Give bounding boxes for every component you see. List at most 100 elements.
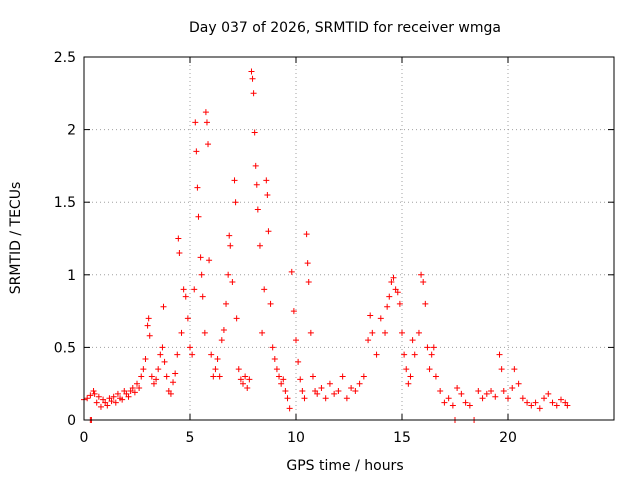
y-tick-label: 1.5 [54, 195, 76, 211]
data-point [84, 395, 91, 402]
x-tick-label: 15 [393, 430, 411, 446]
y-tick-label: 1 [67, 268, 76, 284]
plot-frame [83, 56, 615, 421]
data-point [226, 232, 233, 239]
data-point [252, 162, 259, 169]
x-axis-label: GPS time / hours [286, 458, 403, 474]
data-point [153, 376, 160, 383]
data-point [229, 279, 236, 286]
grid-lines [83, 56, 614, 421]
data-point [114, 390, 121, 397]
data-point [411, 351, 418, 358]
data-point [322, 395, 329, 402]
data-point [305, 279, 312, 286]
data-point [418, 271, 425, 278]
data-point [483, 390, 490, 397]
data-point [155, 366, 162, 373]
data-point [399, 329, 405, 336]
data-point [167, 390, 174, 397]
data-point [549, 399, 556, 406]
data-point [276, 373, 283, 380]
x-tick-label: 5 [186, 430, 195, 446]
data-point [136, 385, 143, 392]
data-point [194, 184, 201, 191]
data-point [216, 373, 223, 380]
data-point [511, 366, 518, 373]
data-point [269, 344, 276, 351]
data-point [249, 75, 256, 82]
data-point [532, 399, 539, 406]
data-point [293, 337, 299, 344]
data-point [198, 271, 205, 278]
data-point [159, 344, 166, 351]
data-point [441, 399, 448, 406]
data-point [335, 387, 342, 394]
data-point [390, 274, 397, 281]
data-point [273, 366, 280, 373]
data-point [373, 351, 380, 358]
data-point [110, 393, 117, 400]
data-point [267, 300, 274, 307]
data-point [189, 351, 196, 358]
data-point [430, 344, 437, 351]
data-point [536, 405, 543, 412]
data-point [146, 332, 153, 339]
data-point [339, 373, 346, 380]
data-point [388, 279, 395, 286]
data-point [367, 312, 374, 319]
data-point [498, 366, 505, 373]
data-point [203, 119, 210, 126]
data-points [81, 68, 571, 423]
data-point [284, 395, 291, 402]
data-point [382, 329, 389, 336]
data-point [95, 393, 102, 400]
data-point [420, 279, 427, 286]
data-point [195, 213, 202, 220]
data-point [401, 351, 408, 358]
data-point [352, 387, 359, 394]
data-point [295, 358, 302, 365]
data-point [244, 385, 251, 392]
data-point [180, 286, 187, 293]
data-point [237, 376, 244, 383]
data-point [286, 405, 293, 412]
data-point [348, 385, 355, 392]
data-point [220, 326, 227, 333]
data-point [148, 373, 155, 380]
data-point [193, 148, 200, 155]
data-point [280, 376, 287, 383]
data-point [214, 356, 221, 363]
x-tick-label: 10 [287, 430, 305, 446]
data-point [144, 322, 151, 329]
data-point [297, 376, 304, 383]
data-point [206, 257, 213, 264]
data-point [175, 235, 182, 242]
data-point [242, 373, 249, 380]
data-point [93, 399, 100, 406]
data-point [509, 385, 516, 392]
data-point [161, 358, 168, 365]
data-point [87, 392, 94, 399]
data-point [256, 242, 263, 249]
data-point [403, 366, 410, 373]
data-point [428, 351, 435, 358]
data-point [97, 403, 104, 410]
data-point [528, 402, 535, 409]
data-point [187, 344, 193, 351]
data-point [303, 231, 310, 238]
data-point [201, 329, 208, 336]
data-point [178, 329, 185, 336]
data-point [259, 329, 266, 336]
data-point [331, 390, 338, 397]
data-point [233, 315, 240, 322]
data-point [307, 329, 314, 336]
data-point [500, 387, 507, 394]
data-point [134, 380, 140, 387]
data-point [558, 396, 564, 403]
data-point [184, 315, 191, 322]
data-point [90, 387, 97, 394]
data-point [140, 366, 147, 373]
data-point [405, 380, 412, 387]
data-point [326, 380, 333, 387]
data-point [150, 380, 157, 387]
